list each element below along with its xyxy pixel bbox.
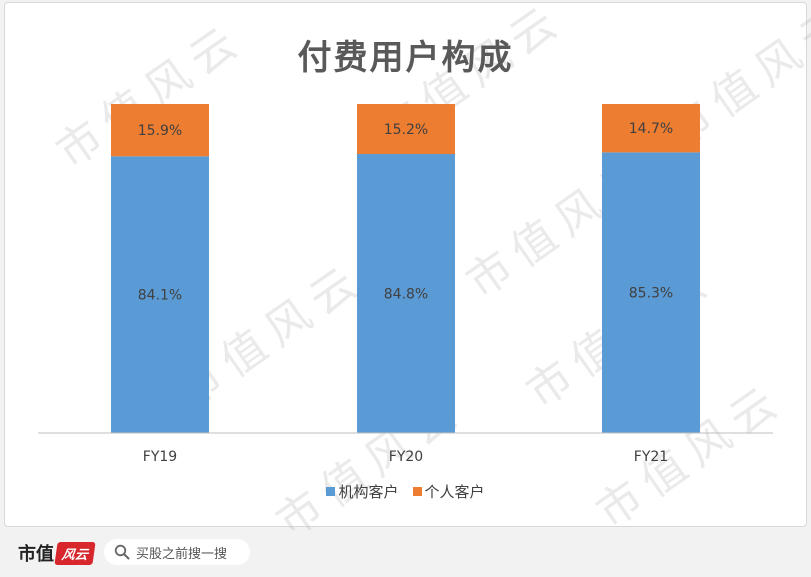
data-label-FY19-1: 15.9% — [138, 123, 182, 139]
logo-badge: 风云 — [54, 541, 96, 565]
bar-segment-FY21-1 — [602, 104, 700, 153]
legend-label-institutional: 机构客户 — [338, 483, 399, 501]
search-placeholder: 买股之前搜一搜 — [136, 546, 228, 562]
x-tick-label-FY21: FY21 — [634, 449, 668, 465]
bar-segment-FY19-0 — [111, 156, 209, 433]
x-tick-label-FY20: FY20 — [389, 449, 423, 465]
data-label-FY19-0: 84.1% — [138, 288, 182, 304]
logo-text: 市值 — [18, 544, 54, 565]
legend-swatch-individual — [412, 487, 422, 496]
data-label-FY21-0: 85.3% — [629, 286, 673, 302]
bar-segment-FY20-1 — [357, 104, 455, 155]
search-icon — [114, 544, 130, 560]
chart-legend: 机构客户 个人客户 — [0, 481, 811, 502]
data-label-FY20-1: 15.2% — [384, 122, 428, 138]
data-label-FY21-1: 14.7% — [629, 121, 673, 137]
x-tick-label-FY19: FY19 — [143, 449, 177, 465]
legend-item-institutional: 机构客户 — [326, 481, 399, 502]
footer-bar: 市值 风云 买股之前搜一搜 — [0, 530, 811, 577]
legend-item-individual: 个人客户 — [412, 481, 485, 502]
bar-segment-FY21-0 — [602, 152, 700, 433]
chart-title: 付费用户构成 — [297, 38, 514, 78]
bar-segment-FY19-1 — [111, 104, 209, 157]
bar-segment-FY20-0 — [357, 154, 455, 433]
legend-swatch-institutional — [326, 487, 336, 496]
data-label-FY20-0: 84.8% — [384, 287, 428, 303]
site-logo[interactable]: 市值 风云 — [18, 540, 96, 566]
legend-label-individual: 个人客户 — [424, 483, 485, 501]
search-box[interactable]: 买股之前搜一搜 — [104, 539, 250, 565]
